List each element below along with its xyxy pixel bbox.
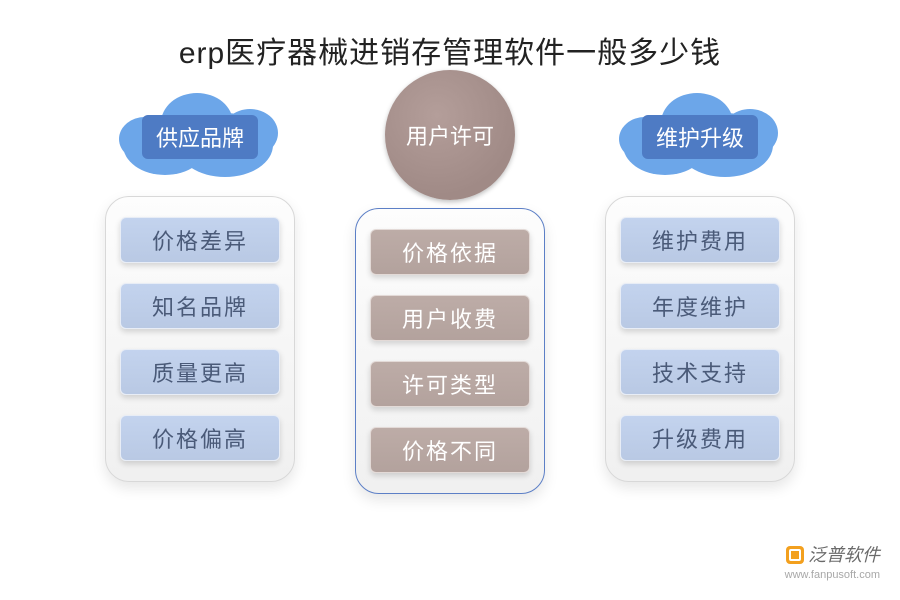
list-item: 价格偏高 — [120, 415, 280, 461]
watermark: 泛普软件 www.fanpusoft.com — [785, 544, 880, 582]
items-panel: 维护费用年度维护技术支持升级费用 — [605, 196, 795, 482]
cloud-header: 供应品牌 — [105, 88, 295, 178]
list-item: 升级费用 — [620, 415, 780, 461]
watermark-brand: 泛普软件 — [808, 545, 880, 565]
column-header-label: 供应品牌 — [142, 115, 258, 159]
column-user-license: 用户许可价格依据用户收费许可类型价格不同 — [355, 88, 545, 494]
column-maintain-upgrade: 维护升级维护费用年度维护技术支持升级费用 — [605, 88, 795, 494]
items-panel: 价格依据用户收费许可类型价格不同 — [355, 208, 545, 494]
list-item: 价格不同 — [370, 427, 530, 473]
column-header-label: 用户许可 — [385, 70, 515, 200]
fanpu-logo-icon — [786, 546, 804, 564]
list-item: 价格依据 — [370, 229, 530, 275]
cloud-header: 维护升级 — [605, 88, 795, 178]
column-header-label: 维护升级 — [642, 115, 758, 159]
list-item: 维护费用 — [620, 217, 780, 263]
items-panel: 价格差异知名品牌质量更高价格偏高 — [105, 196, 295, 482]
list-item: 年度维护 — [620, 283, 780, 329]
watermark-url: www.fanpusoft.com — [785, 568, 880, 582]
column-supply-brand: 供应品牌价格差异知名品牌质量更高价格偏高 — [105, 88, 295, 494]
page-title: erp医疗器械进销存管理软件一般多少钱 — [0, 28, 900, 72]
list-item: 技术支持 — [620, 349, 780, 395]
list-item: 知名品牌 — [120, 283, 280, 329]
list-item: 许可类型 — [370, 361, 530, 407]
circle-header: 用户许可 — [385, 70, 515, 200]
list-item: 用户收费 — [370, 295, 530, 341]
list-item: 价格差异 — [120, 217, 280, 263]
columns-container: 供应品牌价格差异知名品牌质量更高价格偏高用户许可价格依据用户收费许可类型价格不同… — [0, 88, 900, 494]
list-item: 质量更高 — [120, 349, 280, 395]
